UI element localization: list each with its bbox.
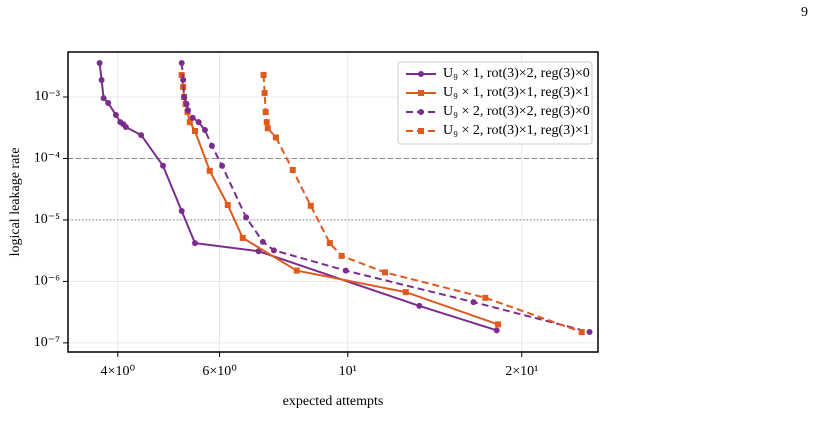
marker: [260, 72, 267, 79]
y-tick-label: 10⁻³: [34, 89, 60, 104]
marker: [100, 95, 107, 102]
legend-label: U₉ × 1, rot(3)×2, reg(3)×0: [443, 66, 590, 81]
marker: [293, 267, 300, 274]
marker: [578, 329, 585, 336]
y-tick-label: 10⁻⁷: [34, 335, 60, 350]
marker: [382, 269, 389, 276]
marker: [342, 267, 349, 274]
marker: [224, 201, 231, 208]
marker: [586, 329, 593, 336]
x-tick-label: 10¹: [339, 364, 357, 379]
series-line: [180, 62, 590, 333]
marker: [178, 60, 185, 67]
y-tick-label: 10⁻⁵: [34, 212, 60, 227]
marker: [482, 294, 489, 301]
marker: [289, 166, 296, 173]
marker: [181, 94, 188, 101]
marker: [195, 119, 202, 126]
marker: [189, 114, 196, 121]
legend-marker: [418, 90, 424, 96]
marker: [219, 162, 226, 169]
marker: [184, 107, 191, 114]
marker: [262, 109, 269, 116]
legend-marker: [418, 128, 424, 134]
marker: [255, 248, 262, 255]
legend-label: U₉ × 2, rot(3)×2, reg(3)×0: [443, 104, 590, 119]
y-tick-label: 10⁻⁴: [34, 151, 60, 166]
x-tick-label: 6×10⁰: [202, 364, 237, 379]
legend-box: [397, 61, 593, 145]
marker: [493, 327, 500, 334]
marker: [105, 99, 112, 106]
marker: [239, 234, 246, 241]
marker: [180, 77, 187, 84]
legend-label: U₉ × 1, rot(3)×1, reg(3)×1: [443, 85, 590, 100]
legend-label: U₉ × 2, rot(3)×1, reg(3)×1: [443, 123, 590, 138]
marker: [261, 90, 268, 97]
marker: [495, 321, 502, 328]
marker: [138, 132, 145, 139]
marker: [122, 124, 129, 131]
marker: [402, 289, 409, 296]
marker: [183, 100, 190, 107]
marker: [416, 302, 423, 309]
x-axis-label: expected attempts: [283, 394, 384, 409]
marker: [191, 127, 198, 134]
x-tick-label: 2×10¹: [505, 364, 538, 379]
page-number: 9: [801, 5, 808, 20]
marker: [470, 299, 477, 306]
y-tick-label: 10⁻⁶: [34, 274, 60, 289]
marker: [186, 119, 193, 126]
marker: [263, 119, 270, 126]
marker: [206, 167, 213, 174]
plot-frame: [67, 51, 599, 353]
marker: [259, 238, 266, 245]
legend-marker: [418, 109, 424, 115]
y-axis-label: logical leakage rate: [8, 148, 23, 257]
marker: [326, 240, 333, 247]
marker: [270, 247, 277, 254]
legend-marker: [418, 71, 424, 77]
marker: [243, 214, 250, 221]
marker: [307, 202, 314, 209]
marker: [160, 162, 167, 169]
marker: [208, 142, 215, 149]
marker: [178, 207, 185, 214]
marker: [112, 111, 119, 118]
marker: [178, 72, 185, 79]
marker: [264, 125, 271, 132]
marker: [96, 60, 103, 67]
x-tick-label: 4×10⁰: [101, 364, 136, 379]
marker: [338, 252, 345, 259]
marker: [272, 134, 279, 141]
marker: [98, 77, 105, 84]
marker: [191, 240, 198, 247]
marker: [201, 127, 208, 134]
